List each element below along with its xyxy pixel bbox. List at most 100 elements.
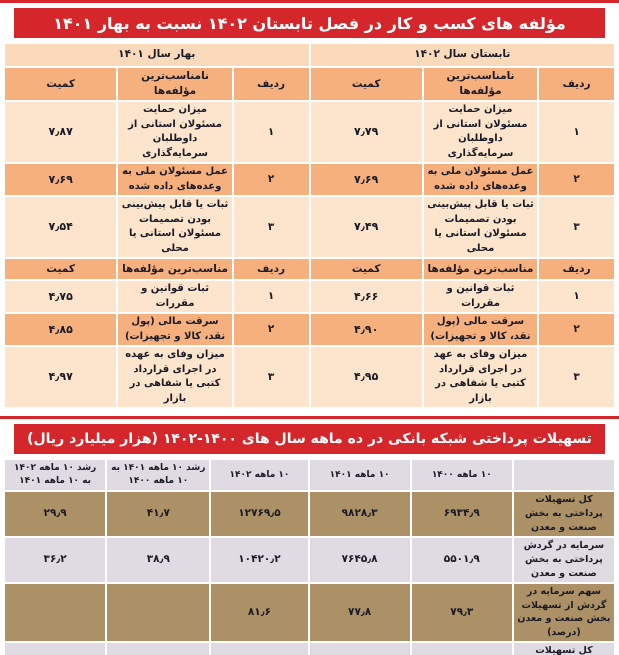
component-cell: عمل مسئولان ملی به وعده‌های داده شده: [423, 164, 538, 196]
bank-facilities-table: ۱۰ ماهه ۱۴۰۰ ۱۰ ماهه ۱۴۰۱ ۱۰ ماهه ۱۴۰۲ ر…: [3, 458, 616, 655]
growth-cell: [107, 583, 210, 641]
column-header-component: نامناسب‌ترین مؤلفه‌ها: [423, 68, 538, 101]
value-cell: ۲۷۶۸۵٫۱: [309, 642, 410, 655]
column-header-rank: ردیف: [233, 259, 309, 280]
value-cell: ۴٫۹۵: [310, 347, 422, 408]
value-cell: ۴٫۸۵: [5, 314, 117, 346]
component-cell: ثبات یا قابل پیش‌بینی بودن تصمیمات مسئول…: [118, 197, 232, 258]
favorable-columns-header-row: ردیف مناسب‌ترین مؤلفه‌ها کمیت ردیف مناسب…: [5, 259, 614, 280]
value-cell: ۷٫۶۹: [310, 164, 422, 196]
component-cell: سرقت مالی (پول نقد، کالا و تجهیزات): [118, 314, 232, 346]
column-header-component: مناسب‌ترین مؤلفه‌ها: [118, 259, 232, 280]
value-cell: ۴٫۶۶: [310, 281, 422, 313]
column-header-empty: [513, 460, 614, 491]
value-cell: ۳۵۰۸۳٫۵: [211, 642, 308, 655]
value-cell: ۱۲۷۶۹٫۵: [211, 492, 308, 536]
period-group-header-row: تابستان سال ۱۴۰۲ بهار سال ۱۴۰۱: [5, 44, 614, 66]
growth-cell: ۳۶٫۲: [5, 537, 106, 582]
column-header-growth-1402-1401: رشد ۱۰ ماهه ۱۴۰۲ به ۱۰ ماهه ۱۴۰۱: [5, 460, 106, 491]
column-header-rank: ردیف: [539, 68, 614, 101]
value-cell: ۷۹٫۳: [411, 583, 512, 641]
rank-cell: ۲: [233, 164, 309, 196]
value-cell: ۴٫۹۷: [5, 347, 117, 408]
value-cell: ۸۱٫۶: [211, 583, 308, 641]
column-header-growth-1401-1400: رشد ۱۰ ماهه ۱۴۰۱ به ۱۰ ماهه ۱۴۰۰: [107, 460, 210, 491]
table-row: ۱ ثبات قوانین و مقررات ۴٫۶۶ ۱ ثبات قوانی…: [5, 281, 614, 313]
growth-cell: [5, 583, 106, 641]
summer-1402-group-header: تابستان سال ۱۴۰۲: [310, 44, 614, 66]
table-row: سرمایه در گردش پرداختی به بخش صنعت و معد…: [5, 537, 614, 582]
table-row: ۲ عمل مسئولان ملی به وعده‌های داده شده ۷…: [5, 164, 614, 196]
value-cell: ۷۶۴۵٫۸: [309, 537, 410, 582]
row-label-cell: سهم سرمایه در گردش از تسهیلات بخش صنعت و…: [513, 583, 614, 641]
component-cell: ثبات قوانین و مقررات: [118, 281, 232, 313]
component-cell: میزان حمایت مسئولان استانی از داوطلبان س…: [423, 102, 538, 163]
table-row: ۳ ثبات یا قابل پیش‌بینی بودن تصمیمات مسئ…: [5, 197, 614, 258]
column-header-component: نامناسب‌ترین مؤلفه‌ها: [118, 68, 232, 101]
component-cell: میزان حمایت مسئولان استانی از داوطلبان س…: [118, 102, 232, 163]
value-cell: ۶۹۳۴٫۹: [411, 492, 512, 536]
table-row: کل تسهیلات پرداختی به بخش‌های اقتصادی ۲۲…: [5, 642, 614, 655]
rank-cell: ۲: [539, 314, 614, 346]
table-row: ۳ میزان وفای به عهد در اجرای قرارداد کتب…: [5, 347, 614, 408]
rank-cell: ۳: [539, 197, 614, 258]
row-label-cell: کل تسهیلات پرداختی به بخش‌های اقتصادی: [513, 642, 614, 655]
row-label-cell: کل تسهیلات پرداختی به بخش صنعت و معدن: [513, 492, 614, 536]
column-header-10m-1400: ۱۰ ماهه ۱۴۰۰: [411, 460, 512, 491]
column-header-quantity: کمیت: [310, 68, 422, 101]
column-header-component: مناسب‌ترین مؤلفه‌ها: [423, 259, 538, 280]
growth-cell: ۳۸٫۹: [107, 537, 210, 582]
value-cell: ۵۵۰۱٫۹: [411, 537, 512, 582]
value-cell: ۷٫۸۷: [5, 102, 117, 163]
rank-cell: ۱: [233, 102, 309, 163]
column-header-quantity: کمیت: [5, 68, 117, 101]
middle-red-rule: [0, 416, 619, 420]
component-cell: میزان وفای به عهده در اجرای قرارداد کتبی…: [118, 347, 232, 408]
column-header-rank: ردیف: [539, 259, 614, 280]
growth-cell: ۲۶٫۷: [5, 642, 106, 655]
column-header-10m-1401: ۱۰ ماهه ۱۴۰۱: [309, 460, 410, 491]
value-cell: ۷٫۶۹: [5, 164, 117, 196]
value-cell: ۴٫۹۰: [310, 314, 422, 346]
growth-cell: ۴۱٫۷: [107, 492, 210, 536]
table-row: کل تسهیلات پرداختی به بخش صنعت و معدن ۶۹…: [5, 492, 614, 536]
column-header-quantity: کمیت: [5, 259, 117, 280]
value-cell: ۷٫۷۹: [310, 102, 422, 163]
rank-cell: ۲: [539, 164, 614, 196]
spring-1401-group-header: بهار سال ۱۴۰۱: [5, 44, 309, 66]
value-cell: ۷۷٫۸: [309, 583, 410, 641]
column-header-rank: ردیف: [233, 68, 309, 101]
rank-cell: ۱: [539, 281, 614, 313]
top-red-rule: [0, 0, 619, 3]
column-header-10m-1402: ۱۰ ماهه ۱۴۰۲: [211, 460, 308, 491]
table-row: ۲ سرقت مالی (پول نقد، کالا و تجهیزات) ۴٫…: [5, 314, 614, 346]
component-cell: عمل مسئولان ملی به وعده‌های داده شده: [118, 164, 232, 196]
rank-cell: ۱: [233, 281, 309, 313]
rank-cell: ۲: [233, 314, 309, 346]
unfavorable-columns-header-row: ردیف نامناسب‌ترین مؤلفه‌ها کمیت ردیف نام…: [5, 68, 614, 101]
business-components-table: تابستان سال ۱۴۰۲ بهار سال ۱۴۰۱ ردیف نامن…: [3, 42, 616, 409]
value-cell: ۷٫۴۹: [310, 197, 422, 258]
component-cell: سرقت مالی (پول نقد، کالا و تجهیزات): [423, 314, 538, 346]
component-cell: ثبات قوانین و مقررات: [423, 281, 538, 313]
table-row: سهم سرمایه در گردش از تسهیلات بخش صنعت و…: [5, 583, 614, 641]
growth-cell: ۲۰٫۶: [107, 642, 210, 655]
value-cell: ۲۲۹۴۶٫۱: [411, 642, 512, 655]
value-cell: ۴٫۷۵: [5, 281, 117, 313]
growth-cell: ۲۹٫۹: [5, 492, 106, 536]
rank-cell: ۱: [539, 102, 614, 163]
bank-facilities-title: تسهیلات پرداختی شبکه بانکی در ده ماهه سا…: [14, 424, 605, 455]
component-cell: میزان وفای به عهد در اجرای قرارداد کتبی …: [423, 347, 538, 408]
component-cell: ثبات یا قابل پیش‌بینی بودن تصمیمات مسئول…: [423, 197, 538, 258]
rank-cell: ۳: [233, 197, 309, 258]
value-cell: ۷٫۵۴: [5, 197, 117, 258]
table-row: ۱ میزان حمایت مسئولان استانی از داوطلبان…: [5, 102, 614, 163]
rank-cell: ۳: [539, 347, 614, 408]
column-header-quantity: کمیت: [310, 259, 422, 280]
rank-cell: ۳: [233, 347, 309, 408]
value-cell: ۱۰۴۲۰٫۲: [211, 537, 308, 582]
business-components-title: مؤلفه های کسب و کار در فصل تابستان ۱۴۰۲ …: [14, 8, 605, 38]
columns-header-row: ۱۰ ماهه ۱۴۰۰ ۱۰ ماهه ۱۴۰۱ ۱۰ ماهه ۱۴۰۲ ر…: [5, 460, 614, 491]
value-cell: ۹۸۲۸٫۳: [309, 492, 410, 536]
